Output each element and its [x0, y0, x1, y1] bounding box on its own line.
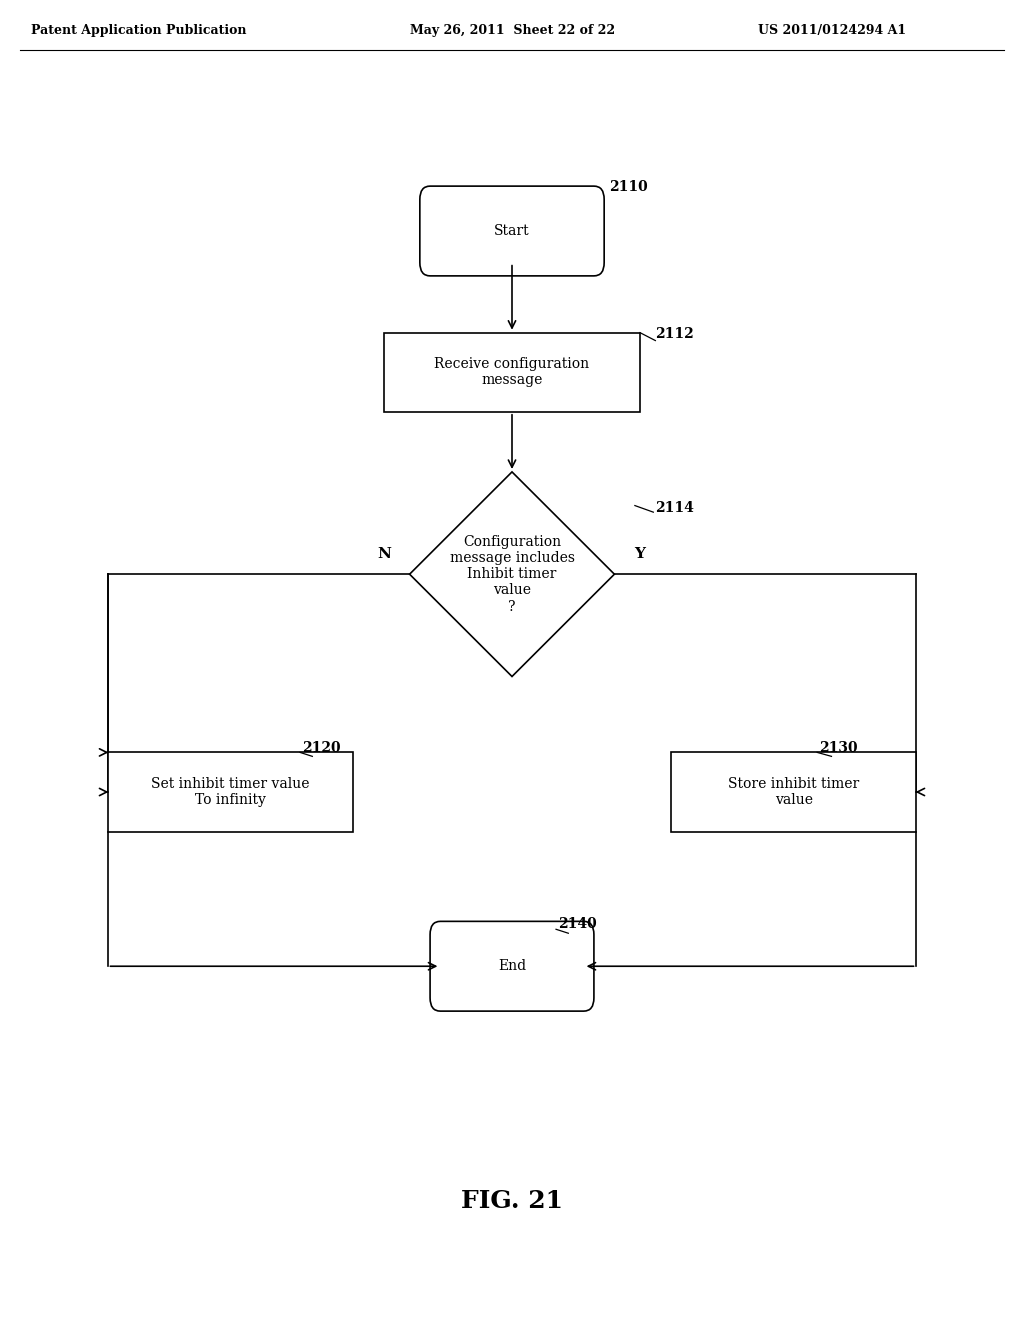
Text: FIG. 21: FIG. 21	[461, 1189, 563, 1213]
Text: 2112: 2112	[655, 326, 694, 341]
Text: Start: Start	[495, 224, 529, 238]
Text: 2120: 2120	[302, 741, 341, 755]
Text: US 2011/0124294 A1: US 2011/0124294 A1	[758, 24, 906, 37]
Bar	[108, 752, 353, 832]
Polygon shape	[410, 473, 614, 677]
Bar	[384, 333, 640, 412]
Text: 2114: 2114	[655, 500, 694, 515]
FancyBboxPatch shape	[430, 921, 594, 1011]
Text: N: N	[377, 546, 391, 561]
Text: Configuration
message includes
Inhibit timer
value
?: Configuration message includes Inhibit t…	[450, 535, 574, 614]
Text: Set inhibit timer value
To infinity: Set inhibit timer value To infinity	[152, 777, 309, 807]
Text: 2110: 2110	[609, 180, 648, 194]
Text: May 26, 2011  Sheet 22 of 22: May 26, 2011 Sheet 22 of 22	[410, 24, 614, 37]
Bar	[671, 752, 916, 832]
Text: End: End	[498, 960, 526, 973]
Text: 2130: 2130	[819, 741, 858, 755]
Text: 2140: 2140	[558, 916, 597, 931]
FancyBboxPatch shape	[420, 186, 604, 276]
Text: Y: Y	[635, 546, 645, 561]
Text: Store inhibit timer
value: Store inhibit timer value	[728, 777, 859, 807]
Text: Receive configuration
message: Receive configuration message	[434, 358, 590, 387]
Text: Patent Application Publication: Patent Application Publication	[31, 24, 246, 37]
